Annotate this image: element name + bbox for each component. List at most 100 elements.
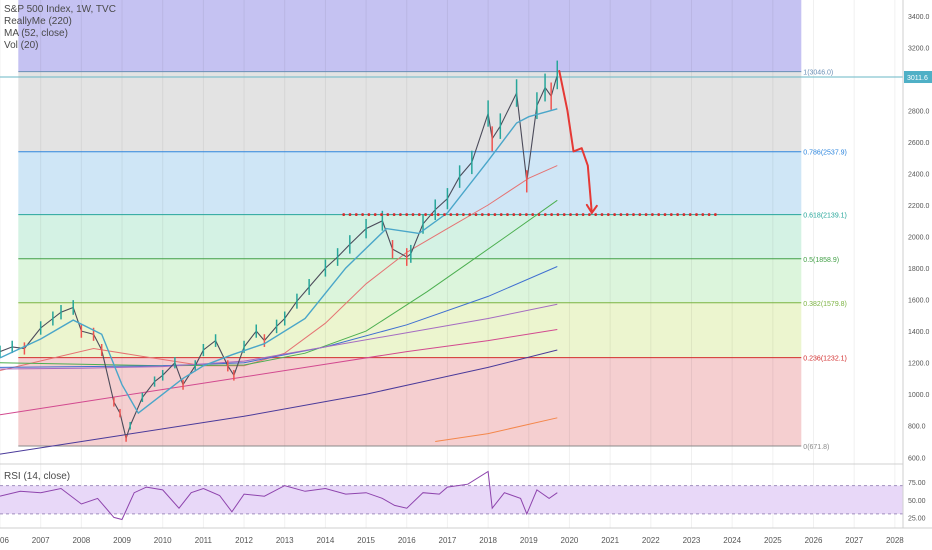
target-dot [556, 213, 560, 216]
rsi-band [0, 485, 903, 514]
legend-indicator-vol[interactable]: Vol (20) [4, 40, 39, 51]
target-dot [487, 213, 490, 216]
fib-zone [18, 0, 802, 72]
fib-zone [18, 302, 802, 358]
year-tick-label: 2015 [357, 536, 375, 545]
target-dot [688, 213, 692, 216]
price-tick-label: 2000.0 [908, 235, 930, 242]
year-tick-label: 2006 [0, 536, 9, 545]
target-dot [417, 213, 421, 216]
year-tick-label: 2016 [398, 536, 416, 545]
target-dotted-line [342, 213, 717, 216]
year-tick-label: 2023 [683, 536, 701, 545]
year-tick-label: 2012 [235, 536, 253, 545]
target-dot [707, 213, 711, 216]
current-price-label: 3011.6 [907, 75, 928, 82]
legend-title[interactable]: S&P 500 Index, 1W, TVC [4, 4, 116, 15]
target-dot [443, 213, 446, 216]
price-axis: 75.0050.0025.003400.03200.03000.02800.02… [902, 0, 932, 528]
fib-label: 0.236(1232.1) [803, 356, 847, 363]
fib-zones [18, 0, 802, 446]
target-dot [480, 213, 484, 216]
year-tick-label: 2028 [886, 536, 904, 545]
target-dot [493, 213, 497, 216]
rsi-tick-label: 50.00 [908, 498, 926, 505]
target-dot [550, 213, 553, 216]
arrow-path [558, 70, 593, 214]
target-dot [525, 213, 528, 216]
year-tick-label: 2020 [561, 536, 579, 545]
price-tick-label: 2200.0 [908, 203, 930, 210]
price-tick-label: 1600.0 [908, 298, 930, 305]
fib-zone [18, 151, 802, 215]
target-dot [455, 213, 459, 216]
target-dot [436, 213, 440, 216]
target-dot [386, 213, 390, 216]
legend-indicator-ma[interactable]: MA (52, close) [4, 28, 68, 39]
year-tick-label: 2017 [439, 536, 457, 545]
current-price-badge [904, 71, 932, 84]
fib-zone [18, 214, 802, 259]
year-tick-label: 2018 [479, 536, 497, 545]
target-dot [644, 213, 648, 216]
target-dot [562, 213, 566, 216]
target-dot [632, 213, 635, 216]
target-dot [449, 213, 453, 216]
fib-label: 0.618(2139.1) [803, 213, 847, 220]
target-dot [512, 213, 516, 216]
year-tick-label: 2021 [601, 536, 619, 545]
forecast-arrow [558, 70, 598, 215]
legend-indicator-reallyme[interactable]: ReallyMe (220) [4, 16, 72, 27]
target-dot [600, 213, 604, 216]
target-dot [663, 213, 667, 216]
chart-legend: S&P 500 Index, 1W, TVC ReallyMe (220) MA… [4, 4, 116, 52]
year-tick-label: 2025 [764, 536, 782, 545]
rsi-line [0, 470, 558, 521]
target-dot [625, 213, 629, 216]
year-tick-label: 2026 [805, 536, 823, 545]
target-dot [399, 213, 402, 216]
ma-line [0, 266, 558, 368]
price-tick-label: 3200.0 [908, 45, 930, 52]
price-tick-label: 2800.0 [908, 108, 930, 115]
ma-line [435, 417, 558, 442]
target-dot [588, 213, 591, 216]
fib-zone [18, 71, 802, 152]
price-tick-label: 2400.0 [908, 171, 930, 178]
price-axis-bg [903, 0, 932, 528]
target-dot [354, 213, 358, 216]
ma-line [0, 303, 558, 370]
target-dot [462, 213, 465, 216]
price-series [0, 60, 559, 442]
year-tick-label: 2013 [276, 536, 294, 545]
ma52-line [0, 108, 558, 415]
target-dot [373, 213, 377, 216]
target-dot [424, 213, 427, 216]
rsi-tick-label: 25.00 [908, 515, 926, 522]
target-dot [613, 213, 616, 216]
target-dot [606, 213, 610, 216]
target-dot [569, 213, 572, 216]
fib-label: 0.382(1579.8) [803, 301, 847, 308]
rsi-legend[interactable]: RSI (14, close) [4, 471, 71, 482]
target-dot [575, 213, 579, 216]
target-dot [581, 213, 585, 216]
target-dot [361, 213, 364, 216]
target-dot [405, 213, 409, 216]
price-tick-label: 1200.0 [908, 361, 930, 368]
price-tick-label: 1400.0 [908, 329, 930, 336]
target-dot [392, 213, 396, 216]
target-dot [468, 213, 472, 216]
fib-levels: 1(3046.0) 0.786(2537.9) 0.618(2139.1) 0.5(1… [0, 70, 903, 451]
price-tick-label: 800.0 [908, 424, 926, 431]
year-tick-label: 2019 [520, 536, 538, 545]
target-dot [367, 213, 371, 216]
target-dot [695, 213, 698, 216]
target-dot [342, 213, 346, 216]
target-dot [499, 213, 503, 216]
year-tick-label: 2007 [32, 536, 50, 545]
price-tick-label: 600.0 [908, 455, 926, 462]
target-dot [657, 213, 661, 216]
target-dot [380, 213, 383, 216]
